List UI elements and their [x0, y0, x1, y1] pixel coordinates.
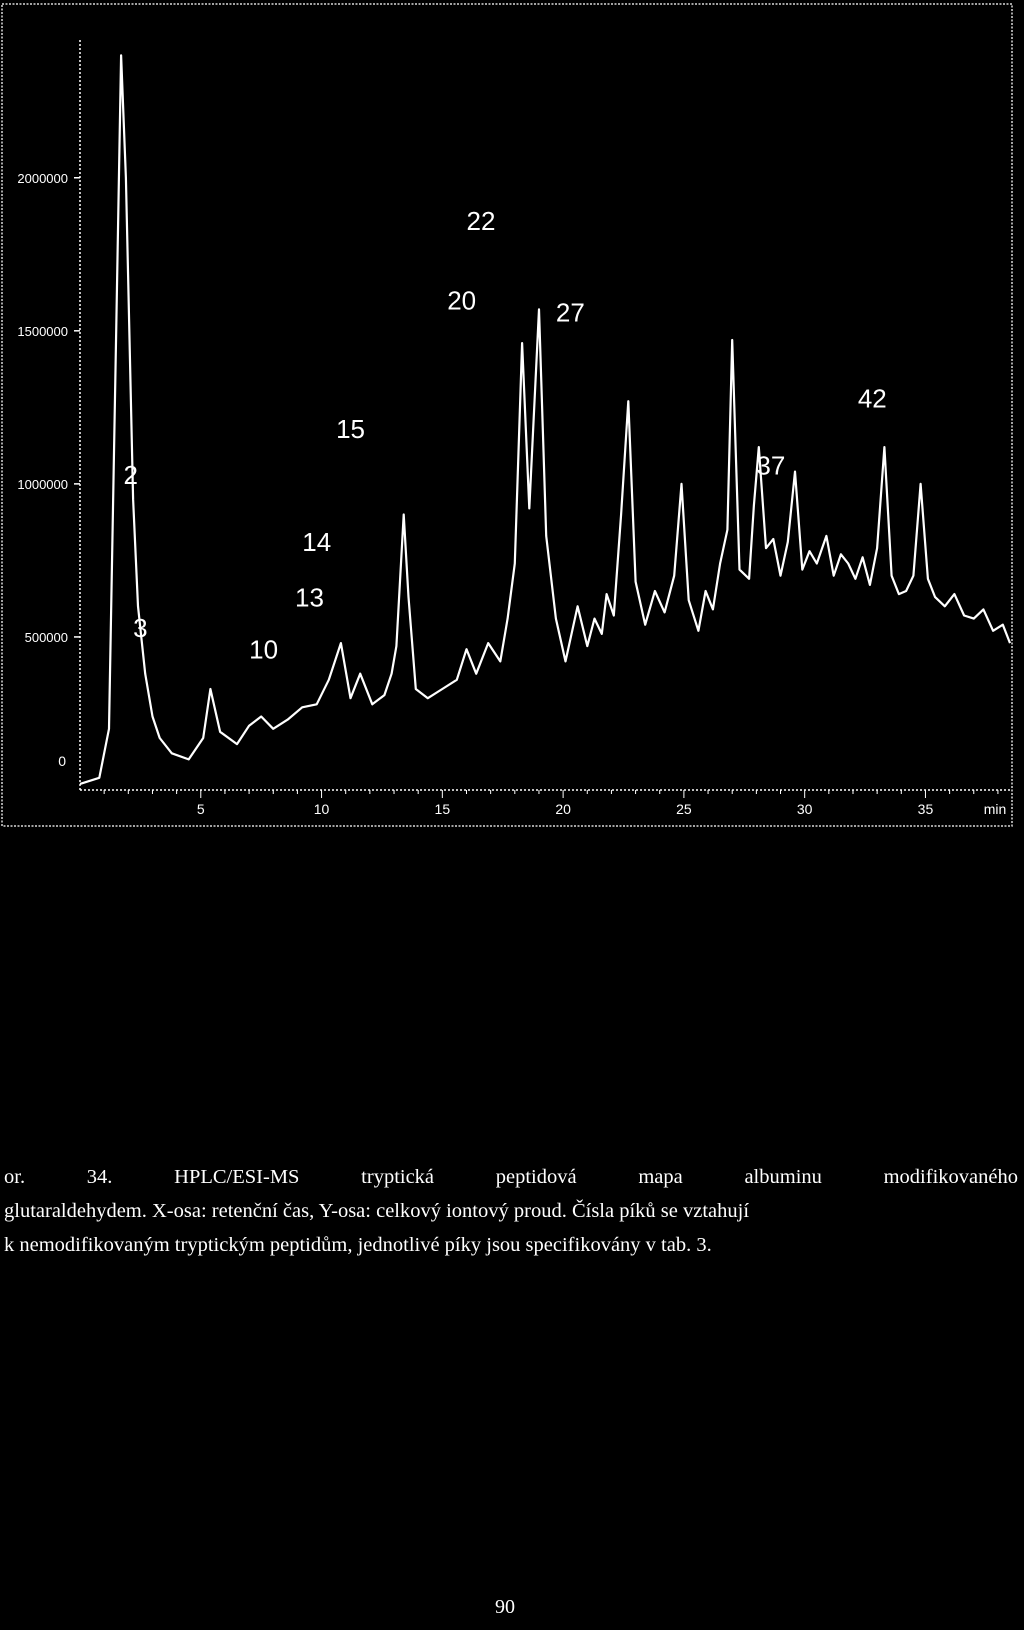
peak-label: 3 [133, 613, 147, 643]
y-axis-zero-label: 0 [58, 753, 66, 769]
y-axis-ticks: 500000 1000000 1500000 2000000 [17, 171, 80, 645]
caption-line-3: k nemodifikovaným tryptickým peptidům, j… [4, 1234, 712, 1256]
y-tick-label: 1500000 [17, 324, 68, 339]
peak-label: 15 [336, 414, 365, 444]
x-tick-label: 20 [555, 801, 571, 817]
plot-frame [1, 3, 1013, 827]
caption-word: modifikovaného [883, 1166, 1018, 1188]
peak-label: 42 [858, 383, 887, 413]
peak-label: 22 [467, 206, 496, 236]
x-tick-label: 5 [197, 801, 205, 817]
caption-word: mapa [638, 1166, 683, 1188]
caption-word: peptidová [495, 1166, 577, 1188]
x-tick-label: 15 [435, 801, 451, 817]
y-tick-label: 2000000 [17, 171, 68, 186]
peak-label: 13 [295, 582, 324, 612]
caption-word: tryptická [361, 1166, 435, 1188]
x-axis-unit-label: min [984, 801, 1007, 817]
x-tick-label: 35 [918, 801, 934, 817]
x-tick-label: 10 [314, 801, 330, 817]
figure-caption: or. 34. HPLC/ESI-MS tryptická peptidová mapa a… [4, 1160, 1018, 1262]
caption-word: or. [4, 1166, 26, 1188]
caption-word: 34. [86, 1166, 113, 1188]
chromatogram-trace [79, 54, 1012, 785]
caption-line-1: or. 34. HPLC/ESI-MS tryptická peptidová mapa a… [4, 1160, 1018, 1194]
caption-word: albuminu [744, 1166, 822, 1188]
peak-label: 20 [447, 285, 476, 315]
x-axis-ticks: 5 10 15 20 25 30 35 [103, 790, 999, 817]
peak-label: 10 [249, 634, 278, 664]
y-tick-label: 500000 [25, 630, 68, 645]
series-layer [79, 54, 1012, 785]
caption-word: HPLC/ESI-MS [174, 1166, 300, 1188]
x-tick-label: 25 [676, 801, 692, 817]
y-tick-label: 1000000 [17, 477, 68, 492]
peak-labels: 2 3 10 13 14 15 20 22 27 37 42 [123, 206, 886, 665]
page-number: 90 [495, 1596, 515, 1618]
peak-label: 2 [123, 460, 137, 490]
peak-label: 27 [556, 298, 585, 328]
caption-line-2: glutaraldehydem. X-osa: retenční čas, Y-… [4, 1200, 750, 1222]
x-tick-label: 30 [797, 801, 813, 817]
peak-label: 14 [302, 527, 331, 557]
peak-label: 37 [756, 451, 785, 481]
